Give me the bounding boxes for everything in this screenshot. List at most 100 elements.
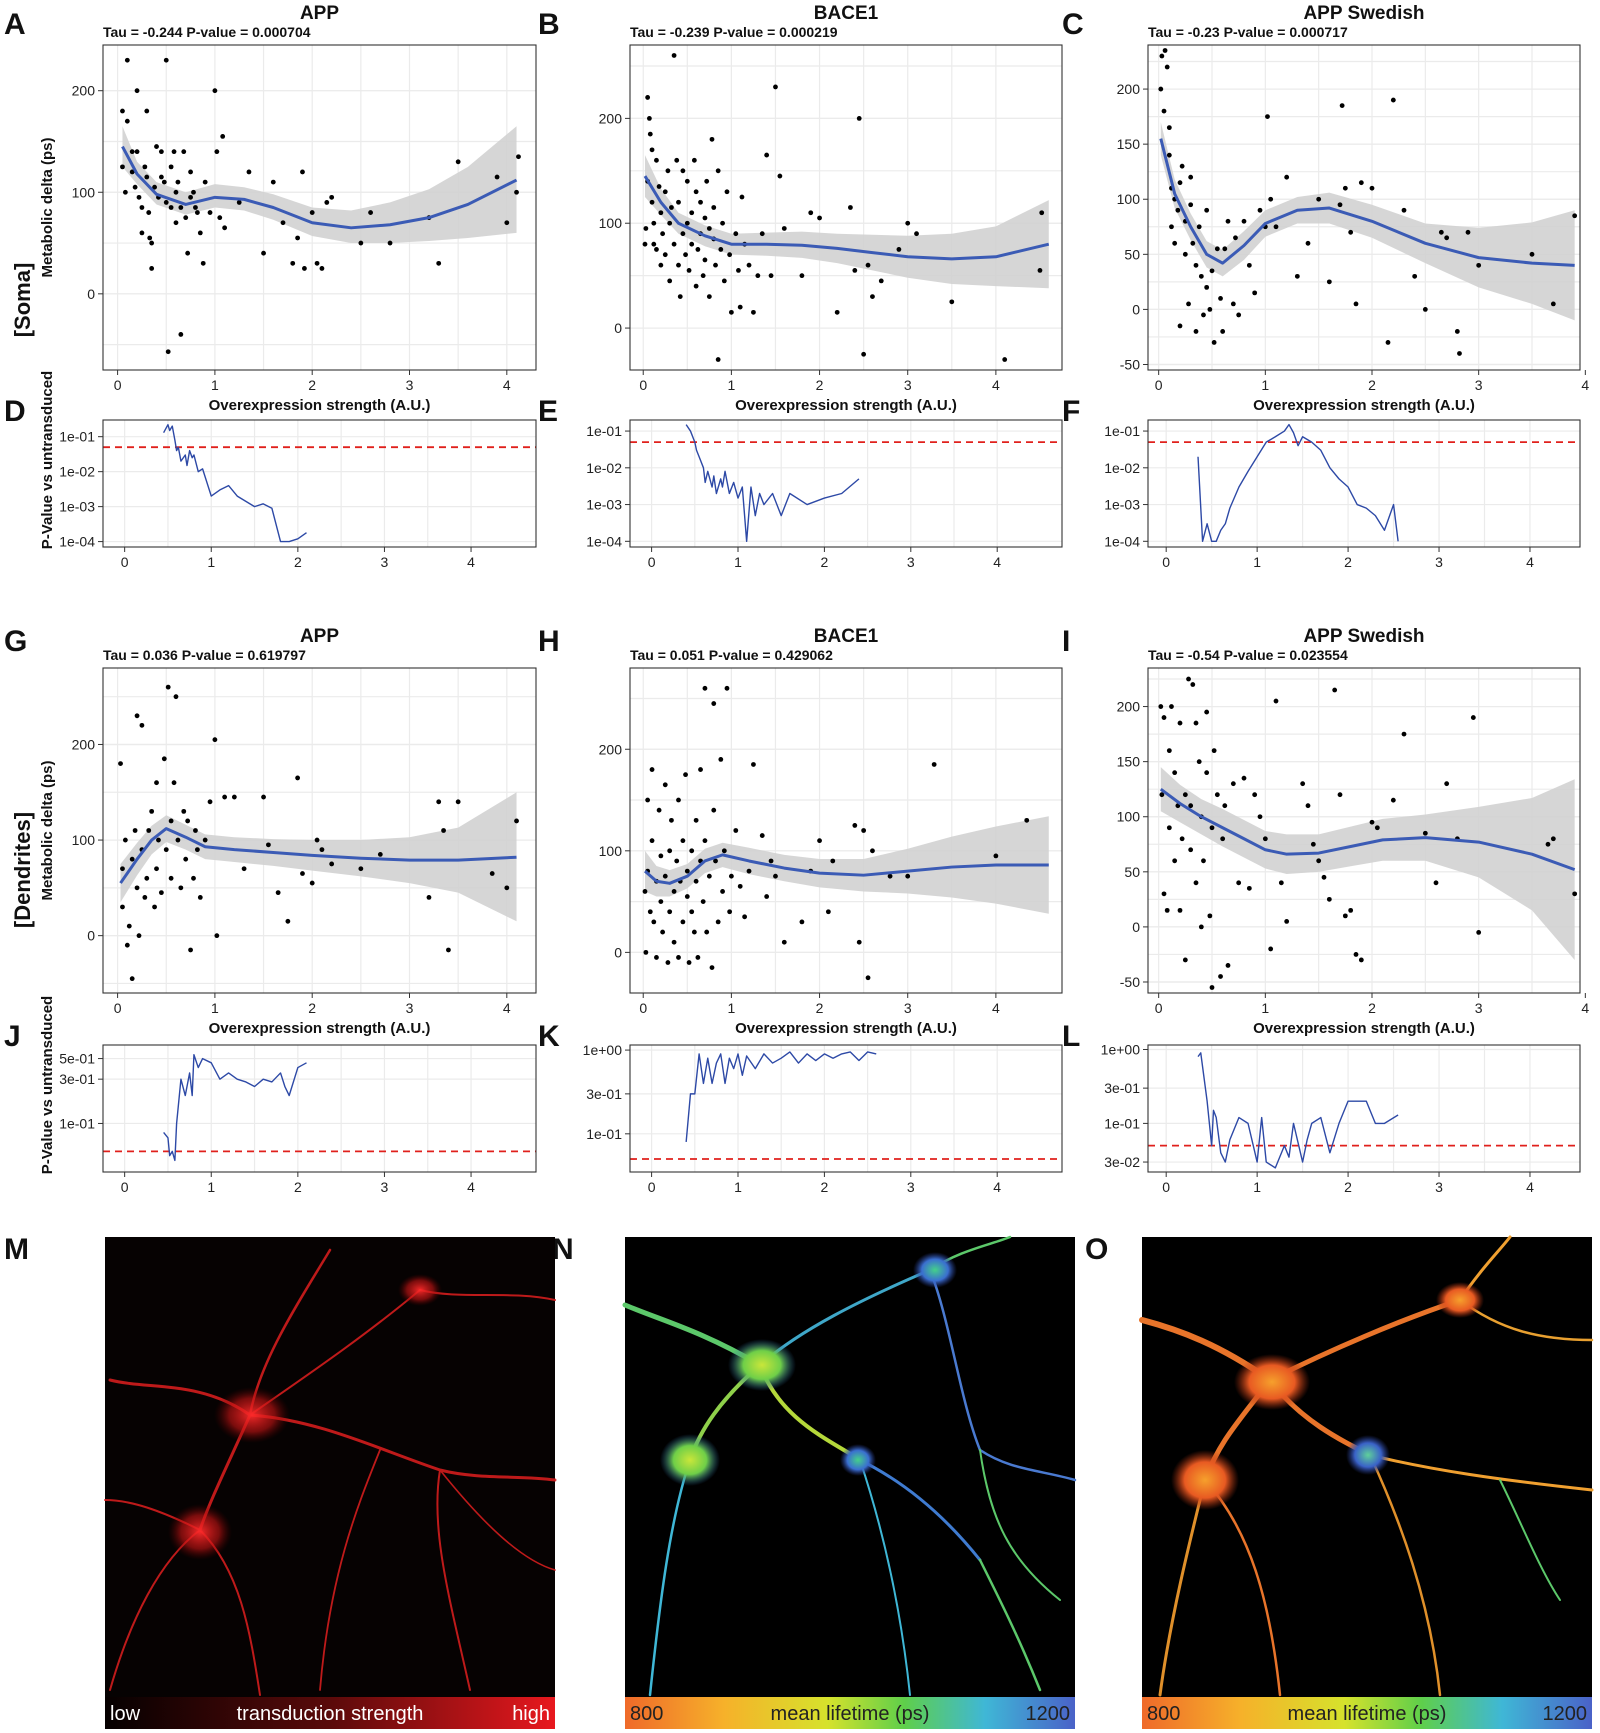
data-point — [246, 169, 252, 175]
data-point — [146, 210, 152, 215]
chart-title: APP — [300, 3, 339, 24]
data-point — [665, 960, 671, 965]
data-point — [896, 247, 902, 252]
y-tick-label: 100 — [1117, 191, 1141, 207]
data-point — [129, 149, 135, 155]
confidence-band — [644, 155, 1049, 289]
image-m-colorbar-low: low — [110, 1703, 141, 1725]
data-point — [1241, 775, 1247, 781]
data-point — [1470, 715, 1476, 720]
x-tick-label: 1 — [734, 1179, 742, 1195]
data-point — [158, 890, 164, 896]
data-point — [214, 149, 220, 155]
panel-label-g: G — [4, 625, 27, 658]
data-point — [1188, 847, 1194, 853]
data-point — [642, 241, 648, 247]
data-point — [136, 194, 142, 200]
y-tick-label: 1e-01 — [586, 423, 622, 439]
data-point — [654, 955, 659, 960]
data-point — [161, 756, 167, 762]
data-point — [309, 210, 315, 215]
data-point — [1268, 946, 1274, 952]
data-point — [683, 772, 688, 778]
data-point — [290, 260, 296, 266]
data-point — [1179, 163, 1185, 169]
data-point — [163, 200, 169, 205]
data-point — [656, 807, 662, 813]
data-point — [1230, 781, 1236, 787]
data-point — [144, 174, 150, 180]
data-point — [1390, 97, 1396, 103]
data-point — [236, 200, 242, 205]
data-point — [711, 205, 717, 210]
data-point — [1218, 295, 1223, 301]
data-point — [1257, 814, 1263, 820]
data-point — [295, 775, 301, 781]
data-point — [721, 278, 727, 284]
data-point — [191, 875, 196, 881]
y-tick-label: 100 — [72, 832, 96, 848]
data-point — [188, 194, 193, 200]
data-point — [436, 260, 442, 266]
confidence-band — [1160, 767, 1575, 960]
panel-label-j: J — [4, 1020, 21, 1053]
data-point — [514, 818, 519, 824]
data-point — [727, 252, 733, 258]
data-point — [154, 144, 159, 149]
data-point — [686, 268, 692, 273]
y-tick-label: 1e+00 — [1101, 1041, 1141, 1057]
data-point — [1476, 262, 1482, 268]
plot-frame — [1147, 44, 1581, 371]
data-point — [724, 189, 730, 195]
data-point — [1211, 748, 1217, 754]
x-tick-label: 0 — [648, 1179, 656, 1195]
x-tick-label: 0 — [1162, 554, 1170, 570]
y-axis-label: P-Value vs untransduced — [39, 996, 56, 1174]
data-point — [231, 794, 237, 800]
x-tick-label: 0 — [1155, 377, 1163, 393]
data-point — [1201, 858, 1206, 864]
data-point — [1211, 340, 1217, 345]
data-point — [132, 184, 138, 190]
y-tick-label: 1e-03 — [59, 499, 95, 515]
image-m-colorbar-label: transduction strength — [237, 1703, 424, 1725]
x-tick-label: 4 — [1581, 377, 1589, 393]
x-tick-label: 2 — [821, 554, 829, 570]
data-point — [120, 108, 125, 114]
data-point — [667, 220, 673, 226]
data-point — [1188, 174, 1194, 180]
data-point — [1262, 836, 1268, 842]
data-point — [270, 179, 276, 185]
data-point — [1177, 720, 1183, 726]
data-point — [693, 283, 699, 289]
loess-smooth-line — [1159, 138, 1575, 267]
y-tick-label: 200 — [599, 741, 623, 757]
y-tick-label: 1e-03 — [1104, 497, 1140, 513]
data-point — [314, 260, 320, 266]
data-point — [124, 942, 130, 948]
data-point — [654, 157, 659, 163]
data-point — [129, 976, 135, 982]
data-point — [704, 929, 710, 935]
data-point — [1161, 108, 1167, 114]
pvalue-line — [685, 424, 860, 543]
chart-subtitle: Tau = -0.239 P-value = 0.000219 — [630, 24, 838, 40]
data-point — [1422, 307, 1428, 312]
image-o-soma-upper — [1436, 1282, 1484, 1318]
data-point — [1209, 825, 1215, 831]
image-n-colorbar — [625, 1697, 1075, 1729]
data-point — [647, 909, 653, 915]
x-axis-label: Overexpression strength (A.U.) — [1253, 397, 1475, 414]
data-point — [709, 136, 715, 142]
data-point — [1193, 720, 1199, 726]
data-point — [194, 847, 200, 853]
data-point — [799, 273, 805, 279]
image-m-soma-main — [214, 1387, 290, 1443]
data-point — [139, 205, 145, 210]
data-point — [158, 149, 164, 155]
image-n-soma-small — [840, 1444, 876, 1476]
data-point — [1358, 180, 1364, 186]
data-point — [684, 178, 690, 184]
plot-frame — [629, 44, 1063, 371]
data-point — [1158, 704, 1164, 709]
